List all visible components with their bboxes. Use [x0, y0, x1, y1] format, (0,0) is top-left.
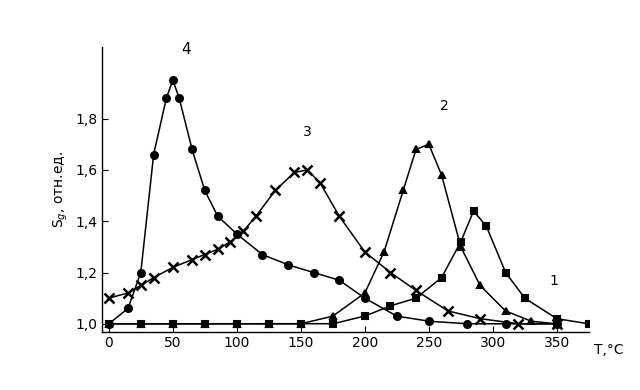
- Text: 1: 1: [550, 274, 559, 288]
- Text: 4: 4: [180, 42, 191, 57]
- Text: 3: 3: [303, 125, 312, 139]
- Text: 2: 2: [440, 99, 449, 113]
- Y-axis label: S$_g$, отн.ед.: S$_g$, отн.ед.: [52, 151, 70, 228]
- Text: T,°C: T,°C: [594, 343, 623, 357]
